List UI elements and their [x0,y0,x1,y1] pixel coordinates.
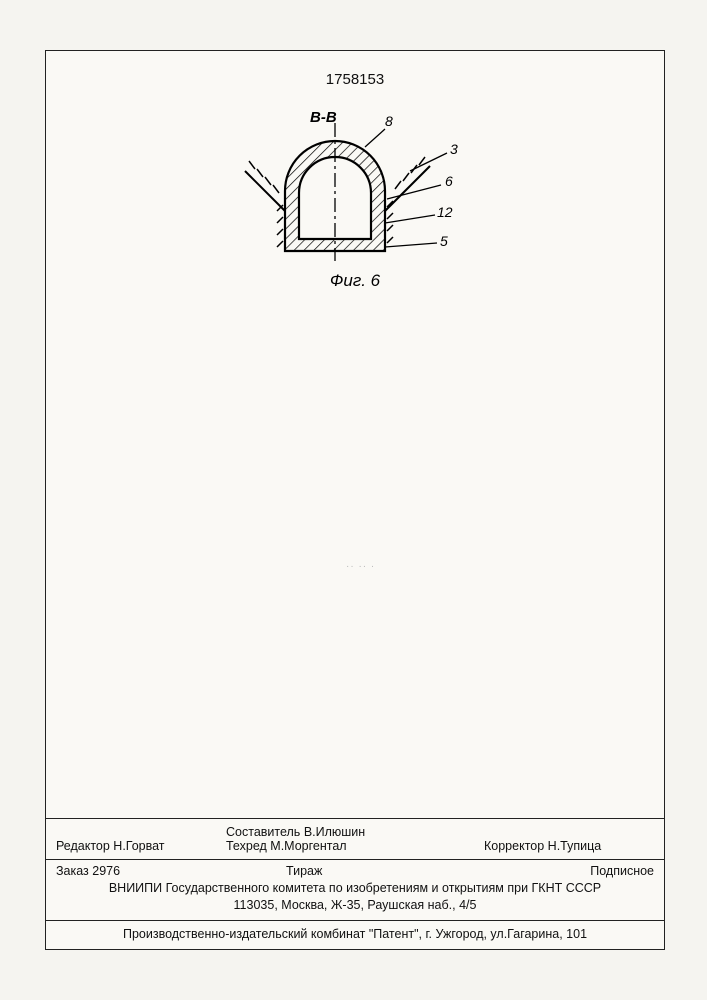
tunnel-cross-section-svg [225,111,485,291]
editor-cell: Редактор Н.Горват [56,825,226,853]
order-cell: Заказ 2976 [56,864,226,878]
credits-row: Редактор Н.Горват Составитель В.Илюшин Т… [46,819,664,859]
corrector-label: Корректор [484,839,544,853]
page-frame: 1758153 В-В [45,50,665,950]
scan-noise: ·· ·· · [346,561,375,572]
techred-name: М.Моргентал [270,839,346,853]
order-row: Заказ 2976 Тираж Подписное [46,860,664,880]
order-number: 2976 [92,864,120,878]
compiler-techred-cell: Составитель В.Илюшин Техред М.Моргентал [226,825,484,853]
editor-label: Редактор [56,839,110,853]
callout-3: 3 [450,141,458,157]
callout-12: 12 [437,204,453,220]
figure-label: Фиг. 6 [330,271,380,291]
compiler-label: Составитель [226,825,300,839]
figure-6-diagram: В-В [225,111,485,311]
editor-name: Н.Горват [113,839,164,853]
circulation-label: Тираж [286,864,322,878]
footer-block: Редактор Н.Горват Составитель В.Илюшин Т… [46,818,664,949]
callout-8: 8 [385,113,393,129]
organization-lines: ВНИИПИ Государственного комитета по изоб… [46,880,664,920]
patent-number: 1758153 [326,71,384,88]
techred-label: Техред [226,839,267,853]
org-line-1: ВНИИПИ Государственного комитета по изоб… [56,880,654,897]
callout-6: 6 [445,173,453,189]
corrector-cell: Корректор Н.Тупица [484,825,654,853]
section-label: В-В [310,109,337,126]
publisher-line: Производственно-издательский комбинат "П… [46,921,664,949]
circulation-cell: Тираж [226,864,484,878]
subscription-label: Подписное [590,864,654,878]
compiler-name: В.Илюшин [304,825,365,839]
callout-5: 5 [440,233,448,249]
order-label: Заказ [56,864,89,878]
subscription-cell: Подписное [484,864,654,878]
org-line-2: 113035, Москва, Ж-35, Раушская наб., 4/5 [56,897,654,914]
corrector-name: Н.Тупица [548,839,602,853]
